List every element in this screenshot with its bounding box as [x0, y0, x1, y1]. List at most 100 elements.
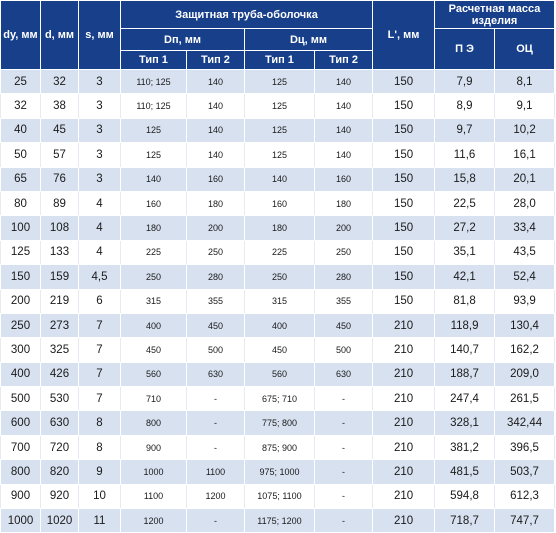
- cell-mass-oc: 33,4: [494, 215, 556, 241]
- cell-s: 7: [78, 337, 121, 363]
- table-row: 65 76 3 140 160 140 160 150 15,8 20,1: [0, 166, 556, 192]
- cell-dn-type1: 110; 125: [120, 68, 187, 95]
- cell-d: 76: [40, 166, 79, 192]
- cell-dn-type1: 900: [120, 434, 187, 461]
- cell-mass-oc: 342,44: [494, 410, 556, 436]
- cell-L: 150: [372, 215, 436, 241]
- cell-d: 530: [40, 386, 79, 412]
- cell-dn-type1: 710: [120, 386, 187, 412]
- cell-dn-type1: 125: [120, 117, 187, 144]
- cell-s: 3: [78, 93, 121, 119]
- cell-mass-oc: 52,4: [494, 264, 556, 290]
- cell-dc-type2: 630: [313, 361, 374, 388]
- header-protective-pipe: Защитная труба-оболочка: [119, 0, 374, 29]
- cell-dc-type1: 225: [244, 239, 315, 266]
- cell-dc-type2: 500: [313, 337, 374, 363]
- cell-dn-type1: 140: [120, 166, 187, 192]
- cell-s: 3: [78, 142, 121, 168]
- cell-L: 210: [372, 312, 436, 339]
- cell-mass-oc: 20,1: [494, 166, 556, 192]
- cell-mass-pe: 27,2: [434, 215, 496, 241]
- cell-dy: 65: [0, 166, 41, 192]
- table-row: 100 108 4 180 200 180 200 150 27,2 33,4: [0, 215, 556, 241]
- cell-dc-type2: 450: [313, 312, 374, 339]
- cell-s: 3: [78, 68, 121, 95]
- cell-dc-type2: -: [313, 508, 374, 533]
- cell-dn-type2: 200: [186, 215, 245, 241]
- cell-dn-type2: -: [186, 410, 245, 436]
- cell-dn-type1: 1200: [120, 508, 187, 533]
- cell-dn-type1: 315: [120, 288, 187, 314]
- cell-L: 150: [372, 93, 436, 119]
- cell-d: 820: [40, 459, 79, 485]
- cell-dn-type1: 450: [120, 337, 187, 363]
- cell-dc-type1: 160: [244, 190, 315, 217]
- cell-s: 7: [78, 361, 121, 388]
- cell-d: 89: [40, 190, 79, 217]
- cell-dn-type1: 1100: [120, 483, 187, 510]
- cell-d: 219: [40, 288, 79, 314]
- cell-s: 8: [78, 434, 121, 461]
- table-row: 32 38 3 110; 125 140 125 140 150 8,9 9,1: [0, 93, 556, 119]
- cell-mass-pe: 328,1: [434, 410, 496, 436]
- cell-d: 273: [40, 312, 79, 339]
- cell-dn-type2: -: [186, 434, 245, 461]
- cell-dn-type2: 140: [186, 142, 245, 168]
- cell-d: 45: [40, 117, 79, 144]
- cell-mass-pe: 594,8: [434, 483, 496, 510]
- cell-d: 38: [40, 93, 79, 119]
- cell-L: 150: [372, 166, 436, 192]
- cell-s: 8: [78, 410, 121, 436]
- cell-mass-pe: 188,7: [434, 361, 496, 388]
- cell-dc-type2: 140: [313, 68, 374, 95]
- cell-mass-pe: 35,1: [434, 239, 496, 266]
- header-dc: Dц, мм: [243, 28, 374, 51]
- cell-L: 150: [372, 117, 436, 144]
- cell-d: 57: [40, 142, 79, 168]
- cell-d: 630: [40, 410, 79, 436]
- cell-mass-pe: 9,7: [434, 117, 496, 144]
- table-row: 200 219 6 315 355 315 355 150 81,8 93,9: [0, 288, 556, 314]
- cell-s: 7: [78, 386, 121, 412]
- cell-dc-type2: 140: [313, 117, 374, 144]
- cell-d: 159: [40, 264, 79, 290]
- header-dn: Dп, мм: [120, 28, 245, 51]
- cell-mass-oc: 503,7: [494, 459, 556, 485]
- cell-L: 210: [372, 386, 436, 412]
- cell-dy: 32: [0, 93, 41, 119]
- cell-dc-type2: -: [313, 410, 374, 436]
- cell-dn-type2: 180: [186, 190, 245, 217]
- cell-mass-oc: 16,1: [494, 142, 556, 168]
- cell-s: 3: [78, 166, 121, 192]
- cell-dn-type2: 250: [186, 239, 245, 266]
- cell-L: 210: [372, 361, 436, 388]
- cell-mass-pe: 22,5: [434, 190, 496, 217]
- cell-s: 4: [78, 190, 121, 217]
- cell-dc-type2: 140: [313, 93, 374, 119]
- cell-s: 7: [78, 312, 121, 339]
- cell-L: 210: [372, 434, 436, 461]
- cell-dc-type1: 180: [244, 215, 315, 241]
- cell-mass-oc: 162,2: [494, 337, 556, 363]
- cell-dn-type1: 560: [120, 361, 187, 388]
- table-row: 25 32 3 110; 125 140 125 140 150 7,9 8,1: [0, 68, 556, 95]
- table-row: 40 45 3 125 140 125 140 150 9,7 10,2: [0, 117, 556, 144]
- cell-d: 1020: [40, 508, 79, 533]
- cell-s: 9: [78, 459, 121, 485]
- cell-L: 210: [372, 483, 436, 510]
- cell-dn-type2: 500: [186, 337, 245, 363]
- cell-dc-type1: 250: [244, 264, 315, 290]
- header-dn-type1: Тип 1: [120, 50, 187, 70]
- cell-mass-pe: 7,9: [434, 68, 496, 95]
- cell-s: 4: [78, 215, 121, 241]
- table-row: 800 820 9 1000 1100 975; 1000-210 481,5 503,7: [0, 459, 556, 485]
- header-dc-type1: Тип 1: [244, 50, 315, 70]
- cell-dn-type2: 355: [186, 288, 245, 314]
- cell-dc-type1: 125: [244, 117, 315, 144]
- cell-mass-pe: 81,8: [434, 288, 496, 314]
- cell-L: 150: [372, 239, 436, 266]
- cell-mass-pe: 118,9: [434, 312, 496, 339]
- cell-d: 108: [40, 215, 79, 241]
- cell-s: 4,5: [78, 264, 121, 290]
- cell-mass-pe: 8,9: [434, 93, 496, 119]
